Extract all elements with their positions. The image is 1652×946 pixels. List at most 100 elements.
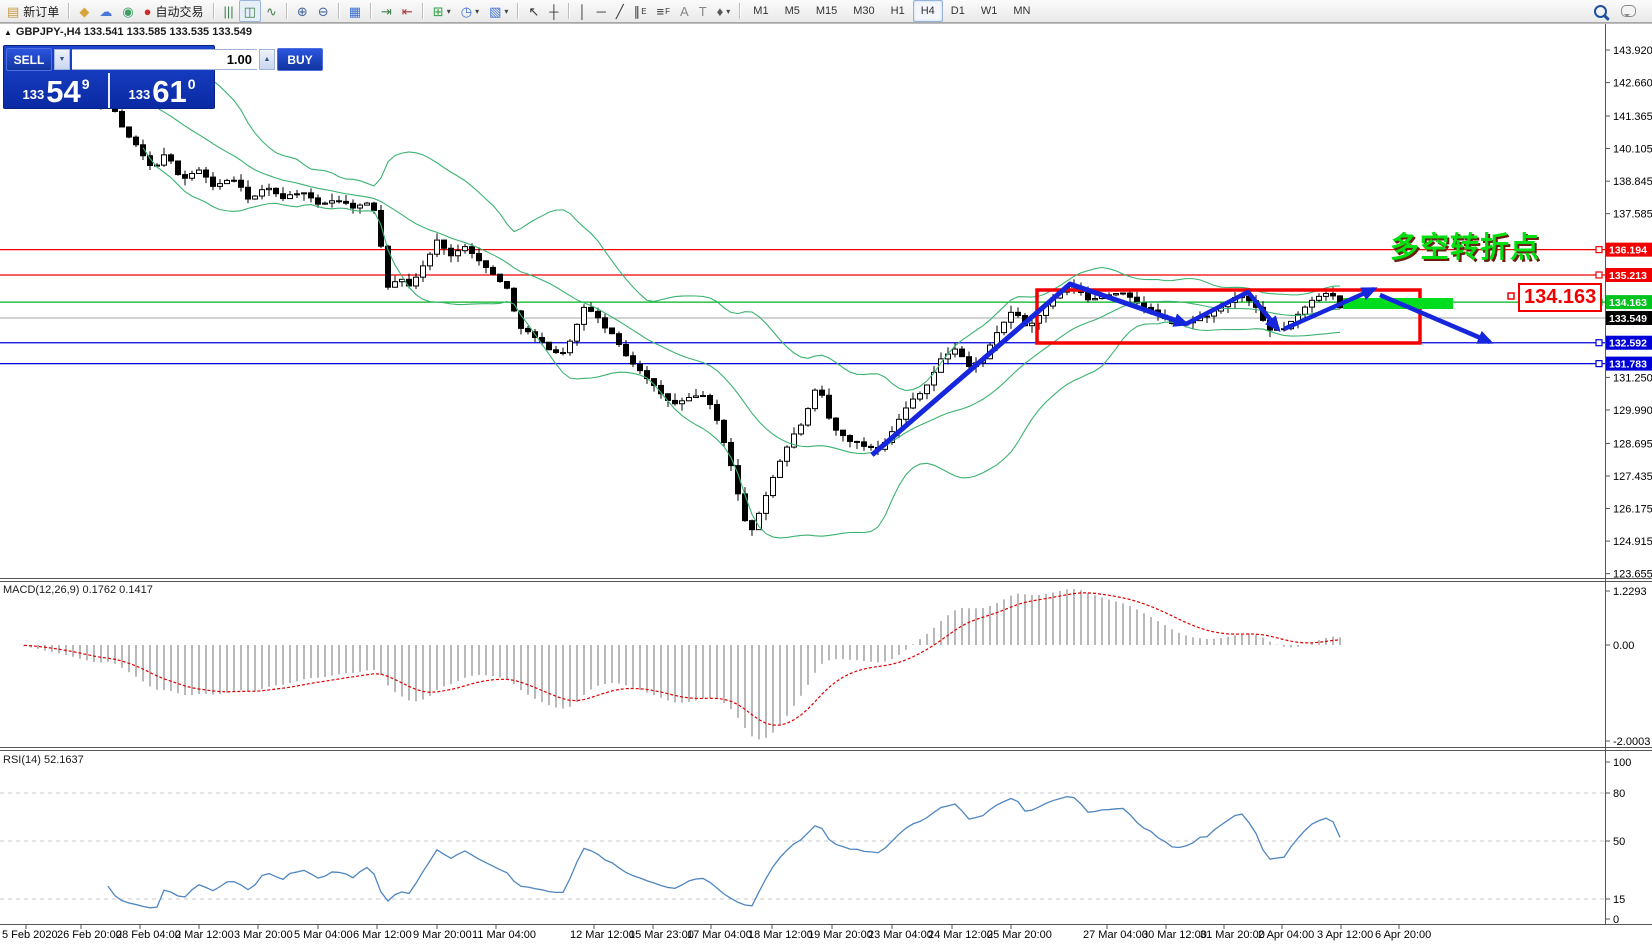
timeframe-h4-button[interactable]: H4 [912, 0, 943, 22]
volume-increase-button[interactable]: ▲ [259, 49, 275, 70]
horizontal-line-button[interactable]: ─ [592, 0, 611, 22]
timeframe-h1-button[interactable]: H1 [890, 5, 905, 17]
buy-price-prefix: 133 [128, 87, 151, 102]
svg-text:131.783: 131.783 [1609, 359, 1647, 371]
timeframe-m15-button[interactable]: M15 [815, 5, 838, 17]
dropdown-arrow-icon[interactable]: ▾ [504, 6, 509, 16]
charts-profile-button[interactable]: ◆ [74, 0, 94, 22]
svg-text:131.250: 131.250 [1613, 372, 1652, 384]
vertical-line-button[interactable]: │ [574, 0, 592, 22]
timeframe-m1-button[interactable]: M1 [753, 5, 769, 17]
price-callout-label: 134.163 [1518, 283, 1603, 312]
chart-shift-icon: ⇤ [401, 3, 413, 19]
svg-text:31 Mar 20:00: 31 Mar 20:00 [1200, 929, 1265, 941]
periods-icon: ◷ [460, 3, 473, 19]
fibonacci-button[interactable]: ≡ F [652, 0, 675, 22]
indicator-axes: 1.2293 0.00 -2.0003 100 80 50 15 0 [1605, 586, 1650, 926]
svg-text:136.194: 136.194 [1609, 245, 1647, 257]
buy-price-sup: 0 [187, 76, 196, 92]
turning-point-annotation: 多空转折点 [1390, 232, 1541, 264]
svg-text:6 Apr 20:00: 6 Apr 20:00 [1375, 929, 1431, 941]
arrows-icon: ♦ [716, 3, 724, 19]
crosshair-icon: ┼ [549, 3, 559, 19]
volume-input[interactable] [72, 49, 257, 70]
market-watch-button[interactable]: ☁ [94, 0, 117, 22]
chart-shift-button[interactable]: ⇤ [397, 0, 418, 22]
text-label-button[interactable]: T [694, 0, 712, 22]
bar-chart-button[interactable]: ||| [219, 0, 239, 22]
dropdown-arrow-icon[interactable]: ▾ [475, 6, 480, 16]
toolbar-separator [285, 3, 288, 19]
price-divider [108, 73, 110, 108]
timeframe-m30-button[interactable]: M30 [853, 5, 875, 17]
svg-text:129.990: 129.990 [1613, 405, 1652, 417]
svg-text:11 Mar 04:00: 11 Mar 04:00 [472, 929, 536, 941]
market-watch-icon: ☁ [99, 3, 113, 19]
macd-pane [23, 589, 1341, 740]
sell-price[interactable]: 133 54 9 [4, 72, 108, 109]
equidistant-channel-button[interactable]: ∥ E [629, 0, 652, 22]
buy-price-big: 61 [152, 74, 187, 109]
trend-arrow-annotation [1283, 286, 1378, 332]
auto-scroll-icon: ⇥ [380, 3, 392, 19]
buy-button[interactable]: BUY [277, 48, 323, 71]
candlestick-chart-button[interactable]: ◫ [238, 0, 261, 22]
svg-text:137.585: 137.585 [1613, 209, 1652, 221]
svg-text:9 Mar 20:00: 9 Mar 20:00 [413, 929, 472, 941]
candlestick-chart-icon: ◫ [243, 3, 256, 19]
timeframe-d1-button[interactable]: D1 [950, 5, 965, 17]
timeframe-m5-button[interactable]: M5 [784, 5, 800, 17]
trend-arrow-annotation [1379, 292, 1494, 345]
templates-button[interactable]: ▧ ▾ [484, 0, 513, 22]
svg-text:134.163: 134.163 [1609, 297, 1647, 309]
text-button[interactable]: A [675, 0, 694, 22]
trendline-button[interactable]: ╱ [611, 0, 629, 22]
autotrading-button[interactable]: ● 自动交易 [139, 0, 209, 22]
svg-text:18 Mar 12:00: 18 Mar 12:00 [748, 929, 813, 941]
svg-text:124.915: 124.915 [1613, 536, 1652, 548]
zoom-in-icon: ⊕ [296, 3, 308, 19]
cursor-icon: ↖ [528, 3, 540, 19]
fibonacci-icon: ≡ [656, 3, 665, 19]
chat-icon[interactable] [1621, 5, 1636, 17]
macd-indicator-label: MACD(12,26,9) 0.1762 0.1417 [3, 584, 153, 596]
toolbar-separator [517, 3, 520, 19]
tile-windows-button[interactable]: ▦ [344, 0, 366, 22]
dropdown-arrow-icon[interactable]: ▾ [726, 6, 731, 16]
trend-arrow-annotation [870, 281, 1190, 457]
search-icon[interactable] [1594, 4, 1607, 18]
svg-text:19 Mar 20:00: 19 Mar 20:00 [808, 929, 873, 941]
zoom-in-button[interactable]: ⊕ [292, 0, 313, 22]
new-order-button[interactable]: ▤ 新订单 [2, 0, 64, 22]
cursor-button[interactable]: ↖ [523, 0, 544, 22]
timeframe-mn-button[interactable]: MN [1013, 5, 1031, 17]
symbol-info-line[interactable]: ▲ GBPJPY-,H4 133.541 133.585 133.535 133… [4, 26, 252, 38]
periods-button[interactable]: ◷ ▾ [456, 0, 484, 22]
buy-price[interactable]: 133 61 0 [110, 72, 214, 109]
indicators-button[interactable]: ⊞ ▾ [428, 0, 456, 22]
svg-text:5 Feb 2020: 5 Feb 2020 [2, 929, 58, 941]
arrows-button[interactable]: ♦ ▾ [712, 0, 736, 22]
svg-text:3 Mar 20:00: 3 Mar 20:00 [234, 929, 293, 941]
sell-price-big: 54 [46, 74, 81, 109]
svg-text:27 Mar 04:00: 27 Mar 04:00 [1083, 929, 1148, 941]
auto-scroll-button[interactable]: ⇥ [376, 0, 397, 22]
signals-button[interactable]: ◉ [117, 0, 138, 22]
line-chart-button[interactable]: ∿ [261, 0, 282, 22]
vertical-line-icon: │ [578, 3, 587, 19]
svg-text:50: 50 [1613, 836, 1625, 848]
one-click-trading-panel: SELL ▼ ▲ BUY 133 54 9 133 61 0 [3, 45, 323, 109]
dropdown-arrow-icon[interactable]: ▾ [446, 6, 451, 16]
expand-symbol-icon[interactable]: ▲ [4, 27, 12, 37]
timeframe-w1-button[interactable]: W1 [980, 5, 998, 17]
crosshair-button[interactable]: ┼ [544, 0, 563, 22]
zoom-out-button[interactable]: ⊖ [313, 0, 334, 22]
volume-decrease-button[interactable]: ▼ [54, 49, 70, 70]
autotrading-label: 自动交易 [155, 4, 204, 19]
svg-text:1.2293: 1.2293 [1613, 586, 1647, 598]
text-label-icon: T [698, 3, 707, 19]
signals-icon: ◉ [122, 3, 134, 19]
sell-button[interactable]: SELL [6, 48, 52, 71]
